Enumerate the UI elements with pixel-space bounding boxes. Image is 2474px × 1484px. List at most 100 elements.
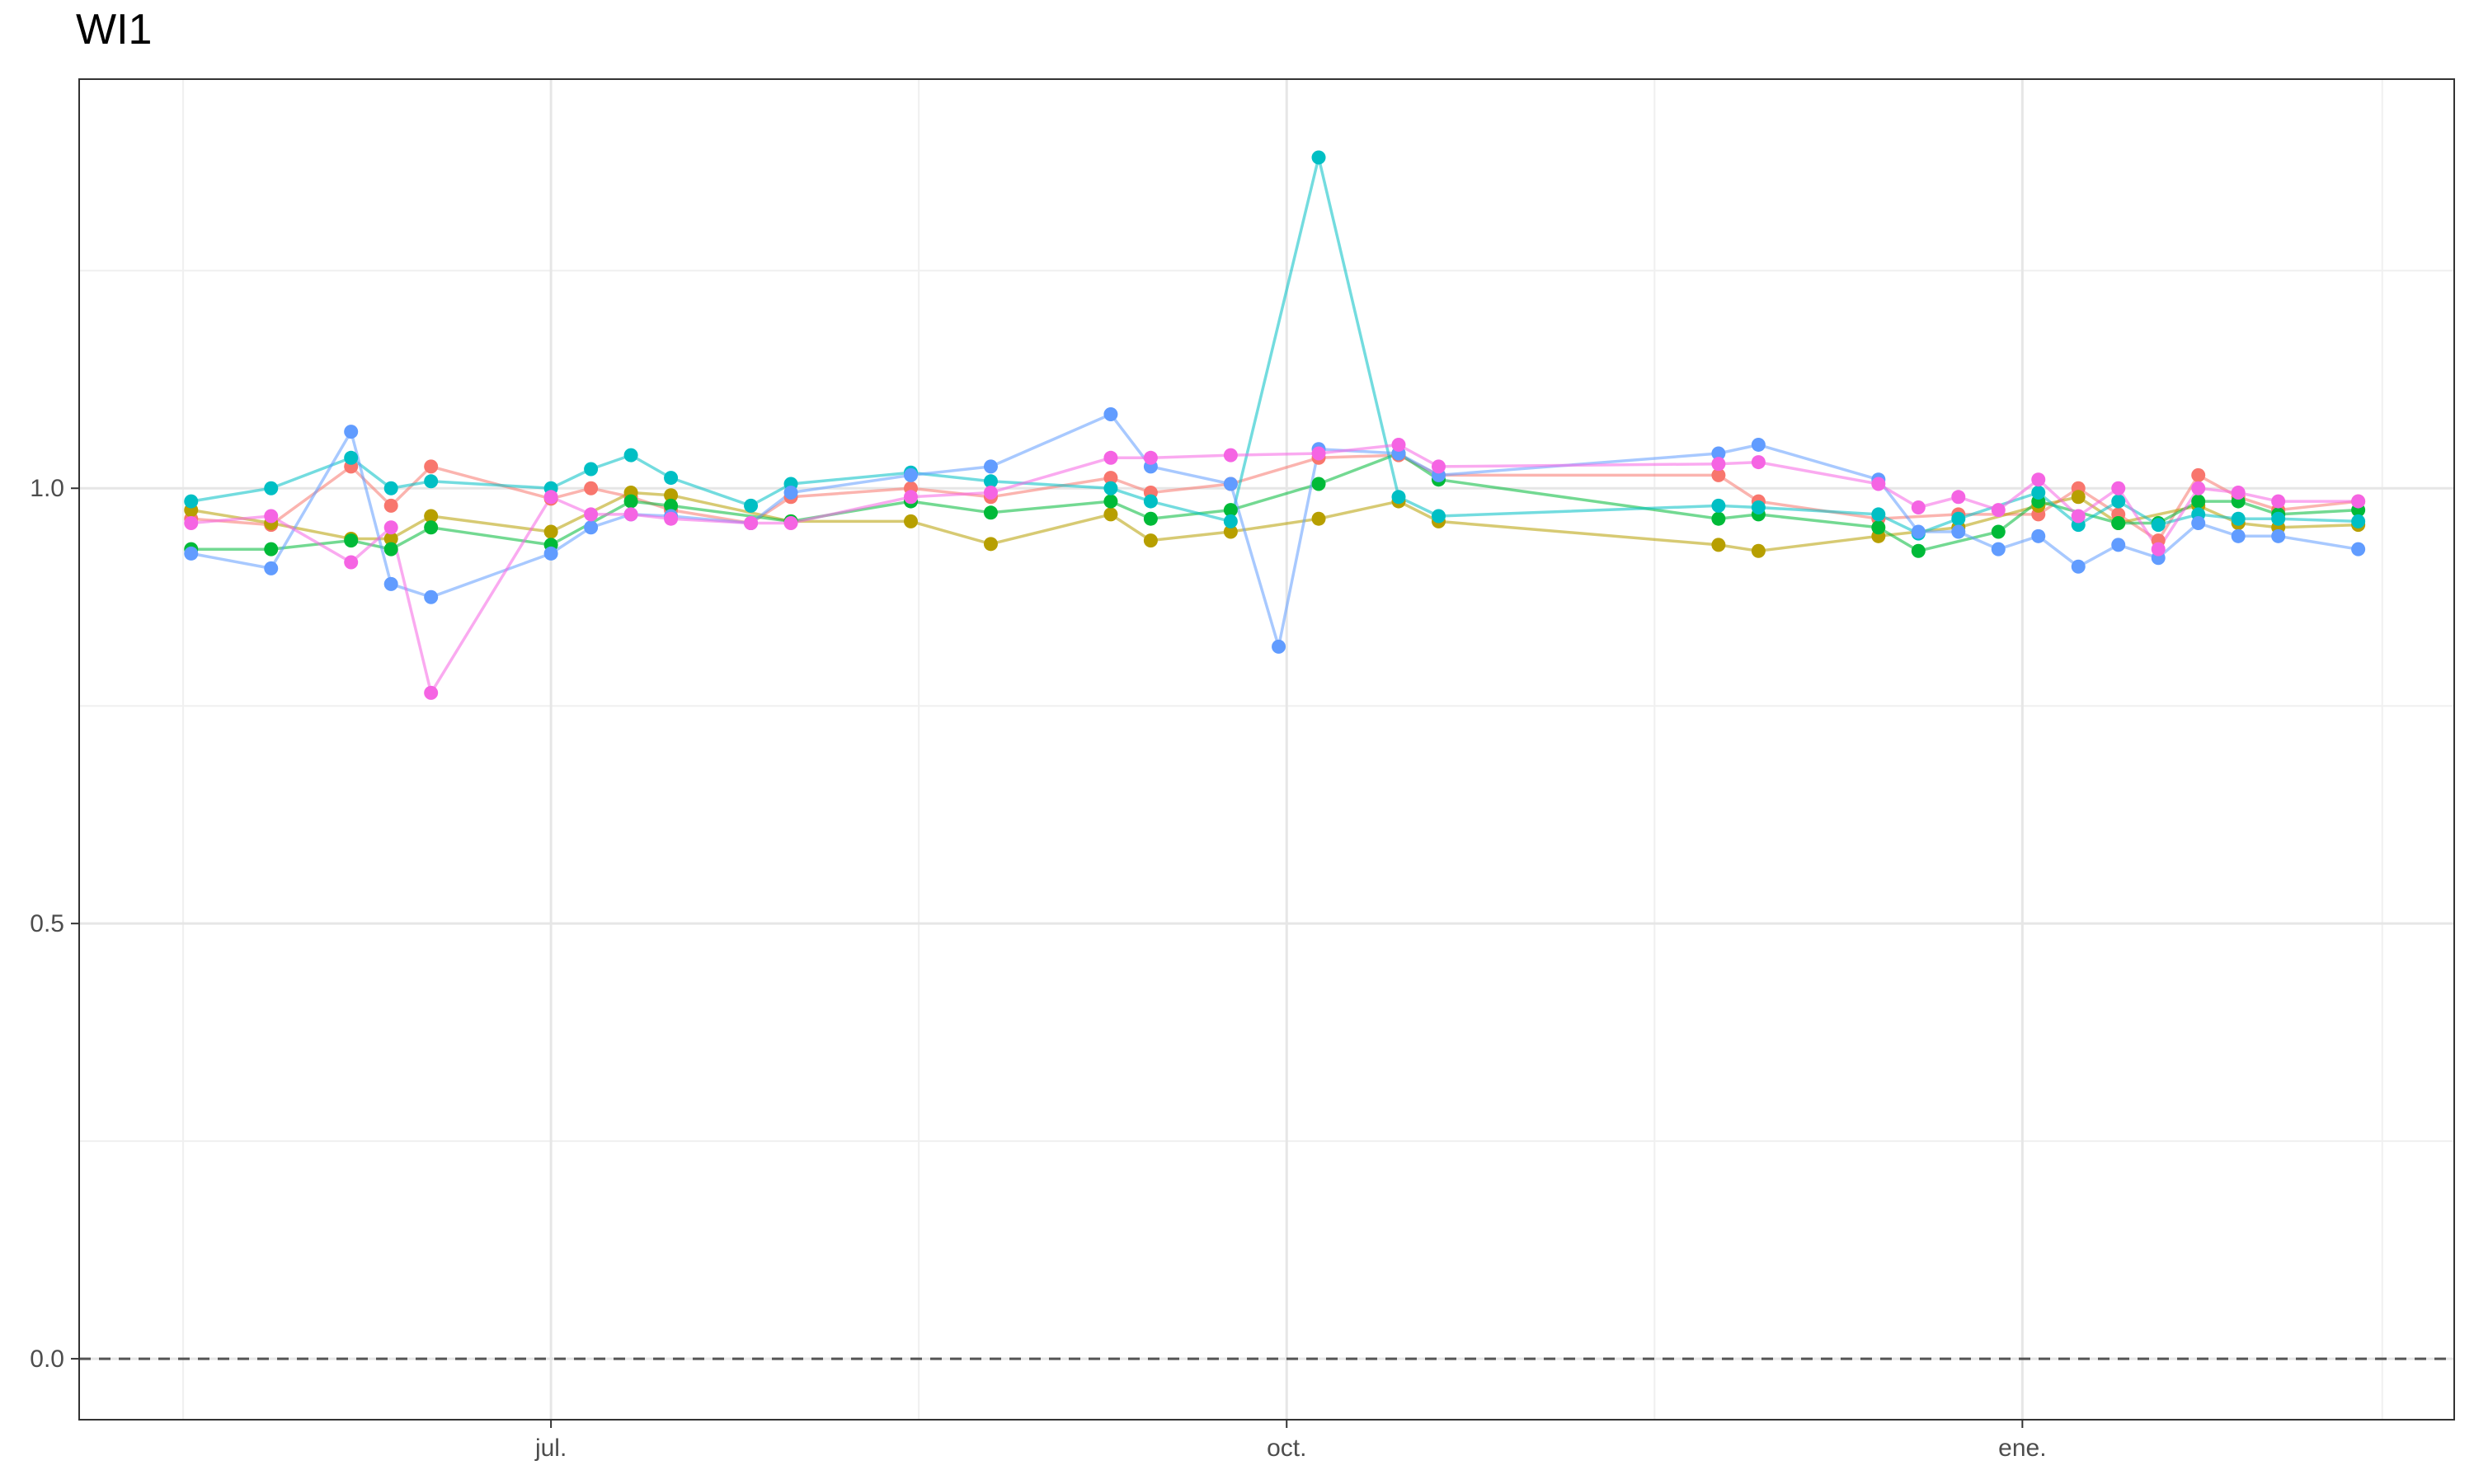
data-point-series-6	[1911, 500, 1926, 514]
data-point-series-5	[2351, 542, 2366, 556]
data-point-series-6	[744, 515, 759, 530]
plot-border	[78, 78, 2455, 1421]
data-point-series-3	[1103, 494, 1118, 509]
data-point-series-4	[1871, 507, 1886, 522]
data-point-series-6	[2111, 481, 2126, 495]
data-point-series-5	[264, 561, 279, 575]
data-point-series-6	[344, 555, 359, 570]
data-point-series-6	[2031, 472, 2046, 487]
data-point-series-4	[1711, 498, 1726, 513]
data-point-series-2	[1103, 507, 1118, 522]
data-point-series-2	[983, 537, 998, 552]
chart-title: WI1	[76, 6, 153, 54]
data-point-series-6	[584, 507, 599, 522]
data-point-series-1	[1711, 467, 1726, 482]
data-point-series-5	[2111, 538, 2126, 552]
data-point-series-5	[783, 486, 798, 500]
data-point-series-2	[664, 488, 679, 503]
data-point-series-4	[983, 474, 998, 489]
x-tick-label: ene.	[1998, 1435, 2046, 1462]
data-point-series-6	[2271, 494, 2286, 509]
data-point-series-2	[383, 531, 398, 546]
data-point-series-6	[1311, 446, 1326, 461]
data-point-series-5	[543, 546, 558, 561]
data-point-series-6	[2071, 509, 2086, 524]
data-point-series-4	[2271, 511, 2286, 526]
plot-panel	[79, 79, 2454, 1420]
data-point-series-5	[1103, 407, 1118, 421]
data-point-series-4	[184, 494, 199, 509]
data-point-series-5	[1751, 437, 1766, 452]
data-point-series-6	[2191, 481, 2206, 495]
data-point-series-2	[1143, 533, 1158, 548]
data-point-series-6	[903, 490, 918, 505]
data-point-series-3	[2111, 515, 2126, 530]
data-point-series-2	[1311, 511, 1326, 526]
data-point-series-3	[1143, 511, 1158, 526]
data-point-series-5	[2031, 528, 2046, 543]
data-point-series-4	[344, 450, 359, 465]
data-point-series-6	[1991, 503, 2006, 518]
series-line-5	[190, 412, 2359, 649]
data-point-series-6	[983, 486, 998, 500]
data-point-series-3	[264, 542, 279, 556]
data-point-series-4	[2111, 494, 2126, 509]
data-point-series-3	[1911, 543, 1926, 558]
data-point-series-5	[1272, 639, 1286, 654]
data-point-series-3	[1223, 503, 1238, 518]
data-point-series-4	[383, 481, 398, 495]
data-point-series-4	[2031, 486, 2046, 500]
data-point-series-3	[1711, 511, 1726, 526]
series-line-4	[190, 156, 2359, 535]
data-point-series-3	[983, 505, 998, 520]
data-point-series-6	[1431, 459, 1446, 474]
data-point-series-5	[424, 589, 439, 604]
data-point-series-6	[1391, 437, 1406, 452]
data-point-series-5	[1223, 477, 1238, 491]
data-point-series-4	[1431, 509, 1446, 524]
data-point-series-4	[264, 481, 279, 495]
data-point-series-3	[424, 520, 439, 535]
data-point-series-2	[1711, 538, 1726, 552]
data-point-series-3	[2191, 494, 2206, 509]
y-tick-label: 1.0	[30, 475, 64, 502]
data-point-series-4	[2151, 518, 2166, 533]
data-point-series-5	[983, 459, 998, 474]
data-point-series-6	[1711, 457, 1726, 472]
data-point-series-3	[623, 494, 638, 509]
data-point-series-5	[2231, 528, 2246, 543]
data-point-series-5	[584, 520, 599, 535]
data-point-series-2	[424, 509, 439, 524]
data-point-series-4	[424, 474, 439, 489]
data-point-series-5	[2271, 528, 2286, 543]
data-point-series-6	[783, 515, 798, 530]
data-point-series-3	[344, 533, 359, 548]
data-point-series-6	[2351, 494, 2366, 509]
data-point-series-6	[1143, 450, 1158, 465]
data-point-series-4	[1223, 514, 1238, 528]
data-point-series-3	[1991, 524, 2006, 539]
data-point-series-5	[1991, 542, 2006, 556]
data-point-series-6	[424, 685, 439, 700]
data-point-series-4	[664, 471, 679, 486]
data-point-series-4	[2231, 511, 2246, 526]
x-tick-label: oct.	[1267, 1435, 1306, 1462]
data-point-series-4	[1143, 494, 1158, 509]
data-point-series-1	[1103, 471, 1118, 486]
data-point-series-6	[623, 507, 638, 522]
data-point-series-2	[1751, 543, 1766, 558]
data-point-series-1	[584, 481, 599, 495]
data-point-series-3	[1871, 520, 1886, 535]
data-point-series-3	[1311, 477, 1326, 491]
data-point-series-6	[664, 511, 679, 526]
data-point-series-4	[1751, 500, 1766, 514]
data-point-series-4	[1311, 150, 1326, 165]
data-point-series-3	[664, 498, 679, 513]
data-point-series-6	[543, 490, 558, 505]
data-point-series-6	[383, 520, 398, 535]
data-point-series-5	[383, 576, 398, 591]
y-tick-label: 0.0	[30, 1345, 64, 1373]
data-point-series-2	[903, 514, 918, 528]
data-point-series-4	[1951, 511, 1966, 526]
data-point-series-6	[1103, 450, 1118, 465]
